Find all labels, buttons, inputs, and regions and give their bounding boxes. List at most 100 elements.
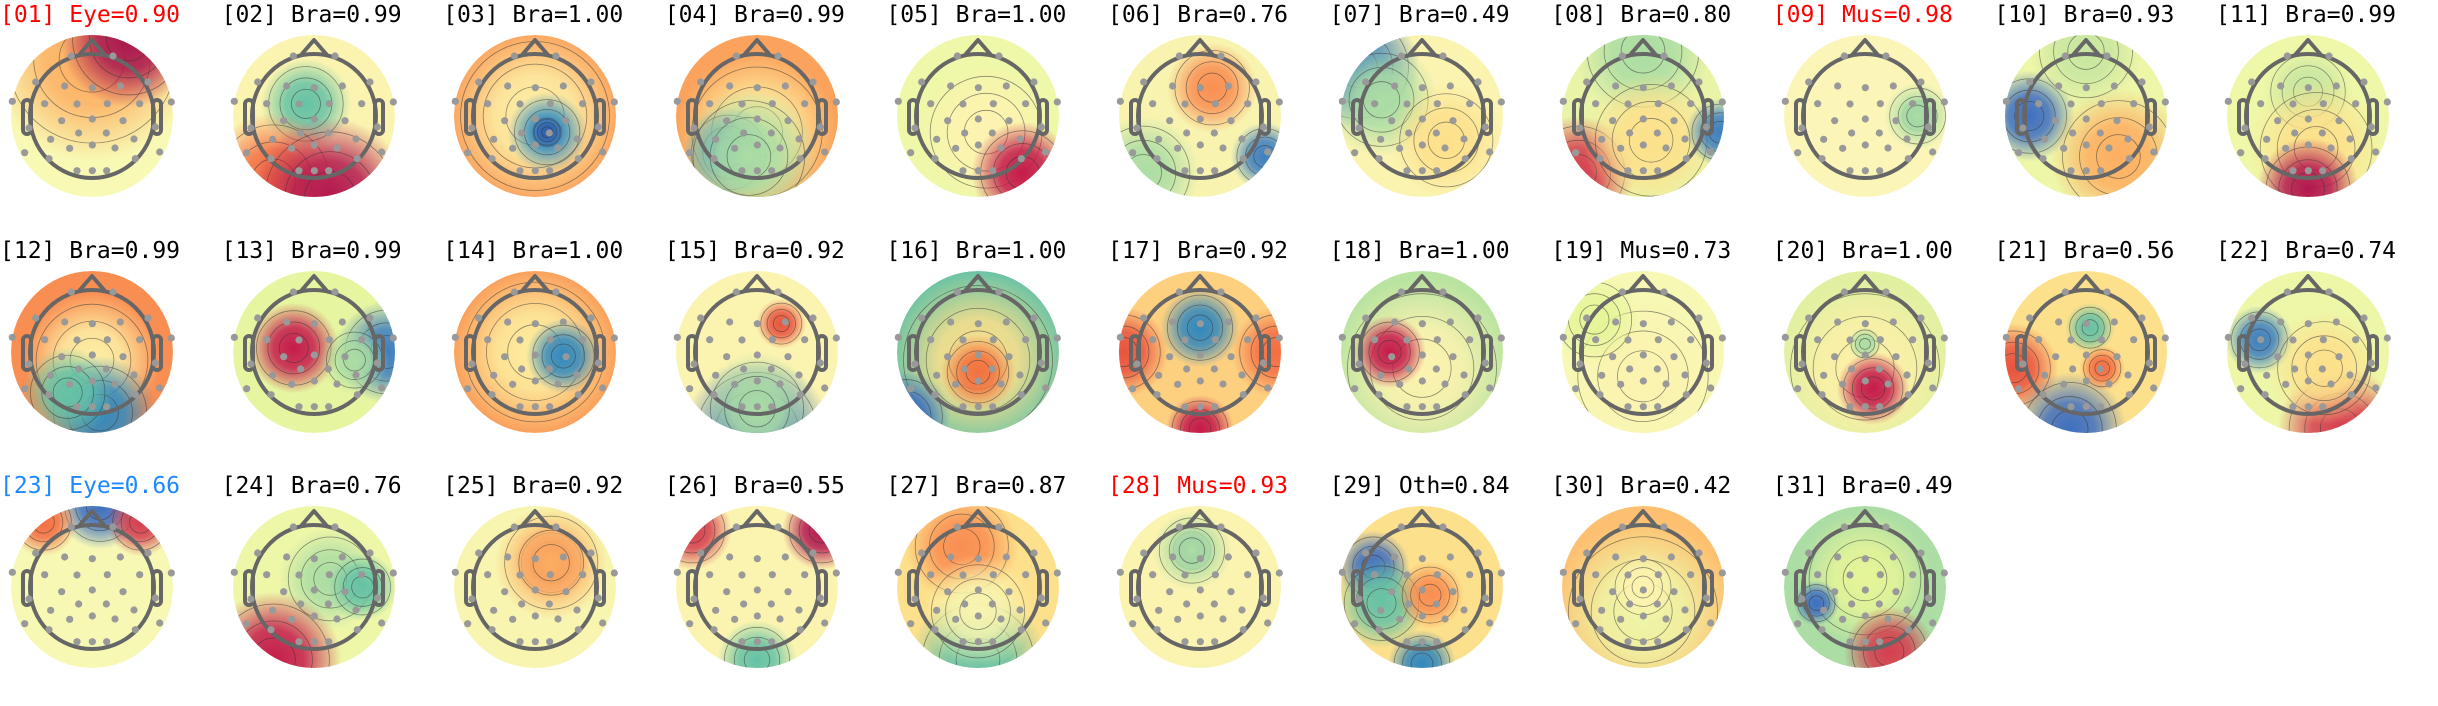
electrode-dot: [58, 117, 66, 125]
component-label: [11] Bra=0.99: [2216, 2, 2397, 28]
head-outline: [685, 273, 828, 416]
electrode-dot: [296, 129, 304, 137]
electrode-dot: [1793, 149, 1802, 157]
electrode-dot: [1438, 287, 1447, 296]
electrode-dot: [1670, 588, 1678, 596]
electrode-dot: [1376, 371, 1384, 379]
electrode-dot: [2283, 287, 2291, 296]
electrode-dot: [1354, 124, 1363, 132]
electrode-dot: [711, 371, 720, 379]
electrode-dot: [599, 383, 607, 392]
contour-line: [772, 314, 790, 332]
electrode-dot: [144, 549, 152, 557]
electrode-dot: [2304, 84, 2312, 92]
electrode-dot: [1718, 333, 1727, 342]
electrode-dot: [952, 144, 960, 152]
electrode-dot: [1183, 364, 1191, 373]
electrode-dot: [1418, 115, 1426, 123]
component-cell: [20] Bra=1.00: [1773, 236, 1994, 471]
electrode-dot: [753, 638, 761, 646]
electrode-dot: [816, 123, 824, 131]
electrode-dot: [725, 82, 734, 90]
electrode-dot: [809, 313, 817, 322]
electrode-dot: [1264, 383, 1272, 392]
electrode-dot: [1054, 98, 1062, 106]
electrode-dot: [989, 167, 997, 175]
component-label: [12] Bra=0.99: [0, 237, 181, 264]
electrode-dot: [1830, 588, 1839, 596]
electrode-dot: [2304, 350, 2312, 359]
electrode-dot: [1624, 100, 1632, 108]
electrode-dot: [800, 100, 809, 108]
electrode-dot: [1662, 615, 1670, 623]
electrode-dot: [1481, 358, 1489, 367]
electrode-dot: [552, 523, 560, 531]
electrode-dot: [1882, 52, 1890, 60]
electrode-dot: [310, 167, 318, 175]
electrode-dot: [1196, 555, 1204, 563]
electrode-dot: [1903, 370, 1911, 379]
electrode-dot: [332, 144, 341, 152]
head-outline: [242, 38, 385, 180]
electrode-dot: [781, 553, 789, 561]
contour-line: [1889, 87, 1946, 145]
electrode-dot: [289, 523, 297, 531]
electrode-dot: [1819, 606, 1828, 614]
electrode-dot: [1846, 335, 1854, 344]
electrode-dot: [1016, 606, 1024, 614]
electrode-dot: [933, 371, 941, 379]
electrode-dot: [2052, 117, 2060, 125]
head-outline: [1793, 38, 1936, 180]
electrode-dot: [1876, 335, 1884, 343]
electrode-dot: [1244, 571, 1252, 579]
electrode-dot: [776, 379, 784, 388]
electrode-dot: [2346, 135, 2354, 143]
electrode-dot: [1402, 402, 1411, 410]
electrode-dot: [2113, 117, 2121, 125]
electrode-dot: [253, 313, 261, 322]
electrode-dot: [753, 376, 761, 385]
electrode-dot: [167, 333, 175, 342]
electrode-dot: [1175, 52, 1183, 60]
electrode-dot: [45, 155, 53, 163]
activation-blob: [1230, 122, 1281, 191]
electrode-dot: [1418, 555, 1426, 563]
contour-line: [1168, 527, 1215, 574]
component-cell: [26] Bra=0.55: [665, 471, 886, 706]
electrode-dot: [1181, 402, 1189, 410]
electrode-dot: [554, 615, 562, 623]
electrode-dot: [1432, 364, 1440, 373]
component-label: [26] Bra=0.55: [664, 473, 845, 499]
electrode-dot: [518, 600, 526, 608]
electrode-dot: [136, 571, 144, 579]
electrode-dot: [357, 571, 365, 579]
electrode-dot: [351, 606, 360, 614]
electrode-dot: [574, 390, 583, 398]
electrode-dot: [774, 52, 782, 60]
electrode-dot: [1219, 615, 1227, 623]
electrode-dot: [1639, 141, 1648, 149]
electrode-dot: [1397, 52, 1405, 60]
electrode-dot: [1804, 549, 1813, 557]
electrode-dot: [2304, 319, 2312, 327]
contour-line: [1186, 314, 1214, 341]
electrode-dot: [2347, 155, 2355, 163]
electrode-dot: [927, 100, 935, 108]
activation-blob: [328, 552, 395, 622]
electrode-dot: [1264, 619, 1272, 627]
electrode-dot: [531, 141, 540, 149]
component-cell: [09] Mus=0.98: [1773, 0, 1994, 235]
electrode-dot: [1598, 135, 1606, 143]
contour-line: [1897, 96, 1938, 136]
contour-line: [2259, 92, 2373, 197]
electrode-dot: [685, 620, 694, 628]
component-cell: [25] Bra=0.92: [443, 471, 664, 706]
electrode-dot: [1175, 523, 1183, 531]
electrode-dot: [1016, 370, 1024, 379]
head-outline: [685, 509, 828, 651]
electrode-dot: [1433, 100, 1441, 108]
electrode-dot: [573, 135, 581, 143]
electrode-dot: [1838, 615, 1847, 623]
component-label: [02] Bra=0.99: [221, 2, 402, 28]
head-outline: [2237, 273, 2379, 416]
